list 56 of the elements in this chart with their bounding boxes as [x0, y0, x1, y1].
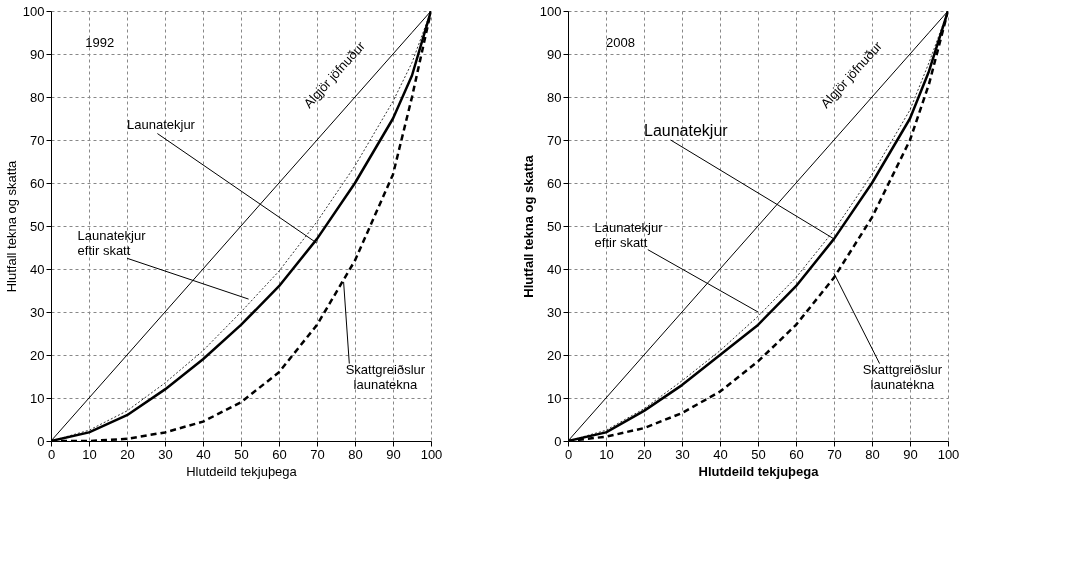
x-tick-label: 90: [386, 446, 401, 462]
x-tick-label: 80: [865, 446, 880, 462]
x-tick-label: 50: [751, 446, 766, 462]
y-tick-label: 70: [30, 132, 45, 148]
y-tick-label: 10: [547, 390, 562, 406]
x-tick-label: 90: [903, 446, 918, 462]
x-tick-label: 80: [348, 446, 363, 462]
y-tick-label: 20: [547, 347, 562, 363]
x-tick-label: 10: [82, 446, 97, 462]
y-tick-label: 50: [547, 218, 562, 234]
annotation: 2008: [606, 34, 635, 50]
x-tick-label: 70: [310, 446, 325, 462]
annotation: Launatekjur eftir skatt: [77, 228, 147, 259]
x-tick-label: 60: [272, 446, 287, 462]
y-tick-label: 60: [30, 175, 45, 191]
y-axis-title: Hlutfall tekna og skatta: [3, 159, 19, 293]
x-tick-label: 0: [564, 446, 573, 462]
x-tick-label: 10: [599, 446, 614, 462]
y-axis-title: Hlutfall tekna og skatta: [520, 154, 536, 298]
y-tick-label: 40: [30, 261, 45, 277]
x-tick-label: 100: [937, 446, 960, 462]
y-tick-label: 30: [547, 304, 562, 320]
annotation: 1992: [85, 34, 115, 50]
annotation: Skattgreiðslur launatekna: [345, 361, 426, 392]
x-tick-label: 100: [420, 446, 443, 462]
x-tick-label: 0: [47, 446, 56, 462]
y-tick-label: 100: [22, 3, 45, 19]
x-tick-label: 40: [196, 446, 211, 462]
x-tick-label: 50: [234, 446, 249, 462]
y-tick-label: 10: [30, 390, 45, 406]
x-tick-label: 20: [637, 446, 652, 462]
y-tick-label: 100: [539, 3, 562, 19]
y-tick-label: 20: [30, 347, 45, 363]
y-tick-label: 0: [554, 433, 562, 449]
annotation: Skattgreiðslur launatekna: [862, 361, 943, 392]
annotation: Launatekjur: [644, 121, 729, 139]
y-tick-label: 90: [30, 46, 45, 62]
y-tick-label: 0: [37, 433, 45, 449]
annotation: Launatekjur: [127, 116, 196, 132]
y-tick-label: 70: [547, 132, 562, 148]
x-tick-label: 30: [158, 446, 173, 462]
annotation: Launatekjur eftir skatt: [594, 219, 664, 250]
y-tick-label: 50: [30, 218, 45, 234]
x-tick-label: 60: [789, 446, 804, 462]
x-axis-title: Hlutdeild tekjuþega: [186, 463, 298, 479]
y-tick-label: 90: [547, 46, 562, 62]
y-tick-label: 80: [547, 89, 562, 105]
y-tick-label: 60: [547, 175, 562, 191]
x-tick-label: 30: [675, 446, 690, 462]
x-tick-label: 40: [713, 446, 728, 462]
x-tick-label: 70: [827, 446, 842, 462]
y-tick-label: 30: [30, 304, 45, 320]
y-tick-label: 40: [547, 261, 562, 277]
x-axis-title: Hlutdeild tekjuþega: [698, 463, 820, 479]
x-tick-label: 20: [120, 446, 135, 462]
y-tick-label: 80: [30, 89, 45, 105]
